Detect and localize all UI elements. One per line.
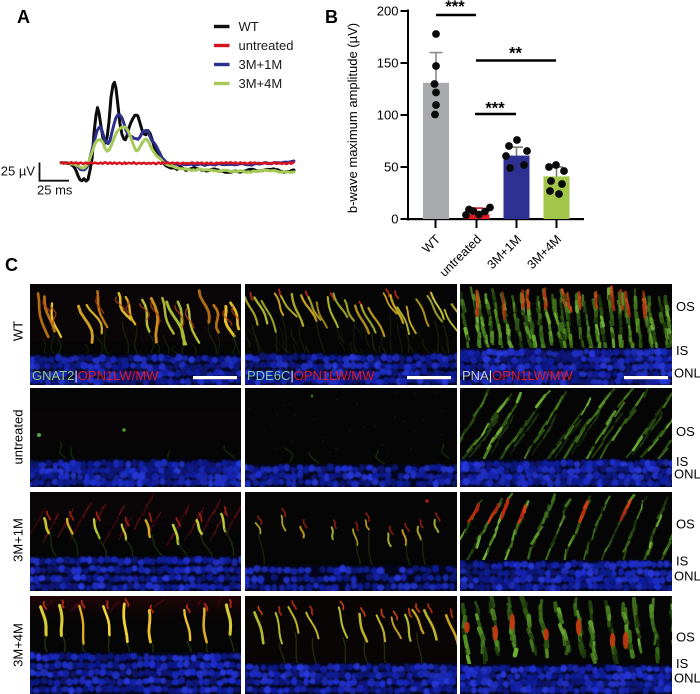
svg-text:ONL: ONL [674, 366, 700, 381]
svg-text:25 ms: 25 ms [37, 183, 73, 198]
svg-text:3M+1M: 3M+1M [239, 57, 283, 72]
svg-text:150: 150 [377, 56, 399, 71]
svg-text:untreated: untreated [239, 38, 294, 53]
svg-text:***: *** [485, 100, 505, 118]
svg-text:***: *** [445, 0, 465, 16]
svg-text:WT: WT [11, 321, 26, 341]
svg-text:PDE6C|OPN1LW/MW: PDE6C|OPN1LW/MW [247, 368, 375, 383]
svg-text:IS: IS [676, 656, 689, 671]
svg-text:A: A [17, 7, 30, 27]
svg-text:100: 100 [377, 108, 399, 123]
svg-text:**: ** [509, 45, 522, 63]
svg-text:PNA|OPN1LW/MW: PNA|OPN1LW/MW [462, 368, 574, 383]
svg-text:OS: OS [676, 424, 695, 439]
svg-text:B: B [325, 7, 338, 27]
svg-text:ONL: ONL [674, 671, 700, 686]
svg-text:untreated: untreated [11, 410, 26, 465]
svg-text:IS: IS [676, 454, 689, 469]
svg-text:IS: IS [676, 343, 689, 358]
svg-text:3M+4M: 3M+4M [11, 623, 26, 667]
svg-text:0: 0 [391, 212, 398, 227]
svg-text:WT: WT [239, 19, 259, 34]
svg-text:OS: OS [676, 299, 695, 314]
svg-text:GNAT2|OPN1LW/MW: GNAT2|OPN1LW/MW [32, 368, 159, 383]
svg-text:ONL: ONL [674, 467, 700, 482]
svg-text:OS: OS [676, 630, 695, 645]
svg-text:3M+1M: 3M+1M [11, 518, 26, 562]
svg-text:OS: OS [676, 517, 695, 532]
svg-text:C: C [5, 255, 18, 275]
svg-text:25 µV: 25 µV [1, 164, 36, 179]
svg-text:ONL: ONL [674, 569, 700, 584]
svg-text:50: 50 [384, 160, 398, 175]
svg-text:b-wave maximum amplitude (µV): b-wave maximum amplitude (µV) [345, 23, 360, 213]
svg-text:200: 200 [377, 4, 399, 19]
svg-text:3M+4M: 3M+4M [239, 76, 283, 91]
svg-text:IS: IS [676, 554, 689, 569]
